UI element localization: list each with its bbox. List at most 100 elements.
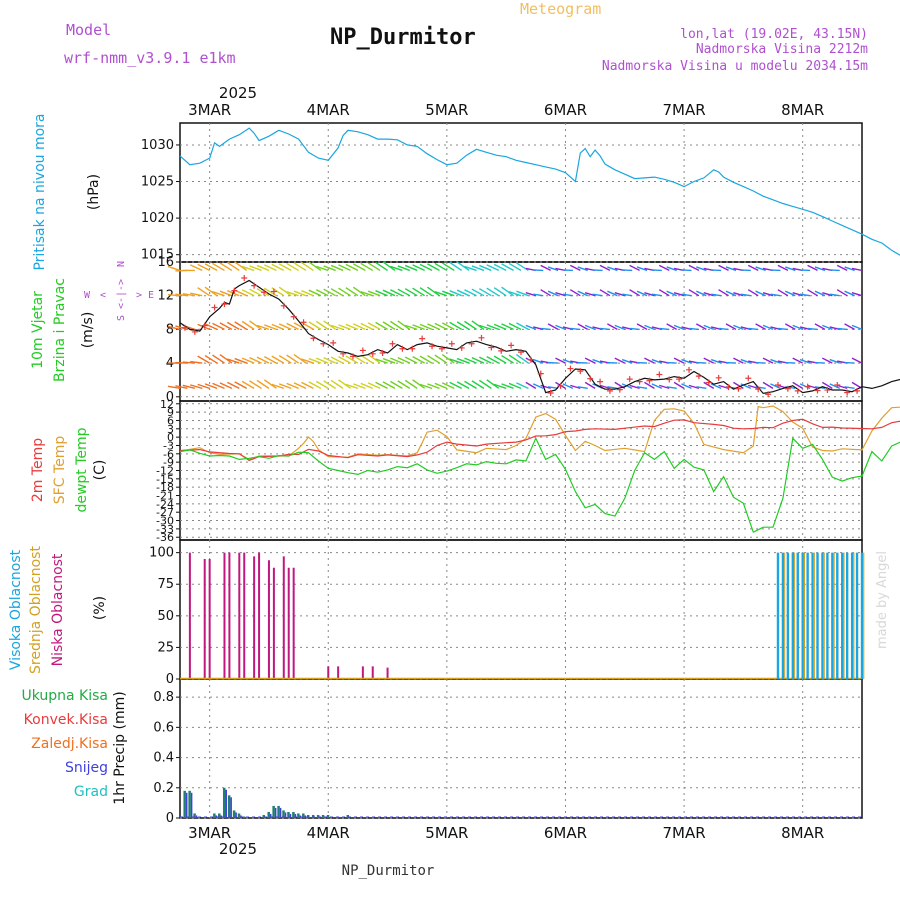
wind-cross-marker — [557, 382, 564, 389]
wind-barb — [822, 357, 833, 364]
wind-cross-marker — [844, 389, 851, 396]
snow-bar — [304, 815, 307, 818]
wind-cross-marker — [201, 322, 208, 329]
wind-barb — [360, 354, 374, 364]
temperature-tick-label: -21 — [156, 490, 174, 503]
wind-barb — [814, 266, 826, 272]
wind-barb — [375, 261, 388, 272]
wind-barb — [740, 383, 752, 390]
wind-cross-marker — [695, 373, 702, 380]
wind-barb — [681, 358, 692, 364]
snow-bar — [230, 797, 232, 818]
high-cloud-bar — [801, 552, 804, 679]
precip-bar — [232, 810, 236, 818]
wind-barb — [390, 265, 403, 272]
high-cloud-bar — [860, 552, 864, 679]
wind-barb — [725, 323, 737, 331]
temp-ylabel-2: SFC Temp — [52, 436, 68, 505]
wind-tick-label: 8 — [166, 322, 174, 337]
wind-barb — [382, 289, 396, 297]
wind-barb — [658, 289, 670, 297]
wind-cross-marker — [508, 342, 515, 349]
wind-barb — [345, 287, 359, 297]
wind-barb — [212, 262, 225, 272]
wind-barb — [540, 327, 551, 331]
top-day-label: 8MAR — [781, 101, 824, 119]
wind-barb — [345, 323, 359, 331]
wind-barb — [464, 265, 477, 272]
page-title: NP_Durmitor — [330, 25, 476, 50]
temperature-tick-label: -3 — [163, 439, 174, 452]
cloud-tick-labels: 100 75 50 25 0 — [149, 546, 174, 687]
precip-bar — [218, 813, 221, 818]
wind-tick-labels: 1612840 — [157, 255, 174, 405]
precip-tick-label: 0.4 — [153, 751, 174, 766]
wind-cross-marker — [854, 387, 861, 394]
wind-barb — [367, 290, 381, 297]
wind-cross-marker — [745, 375, 752, 382]
wind-barb — [360, 291, 373, 297]
wind-barb — [397, 380, 411, 389]
wind-barb — [548, 361, 559, 364]
wind-cross-marker — [498, 347, 505, 354]
wind-barb — [784, 323, 796, 331]
snow-bar — [185, 792, 188, 818]
wind-cross-marker — [725, 384, 732, 391]
pressure-panel: Pritisak na nivou mora (hPa) 1030 1025 102… — [32, 113, 900, 271]
wind-barb — [264, 264, 277, 272]
wind-barb — [792, 381, 804, 389]
wind-barb — [733, 357, 744, 364]
wind-barb — [658, 264, 670, 272]
wind-barb — [710, 358, 722, 364]
wind-barb — [770, 293, 781, 297]
snow-bar — [235, 812, 237, 818]
wind-barb — [182, 384, 195, 390]
precip-bar — [237, 813, 241, 818]
wind-barb — [479, 324, 492, 331]
location-lonlat: lon,lat (19.02E, 43.15N) — [680, 27, 868, 42]
wind-barb — [696, 290, 707, 297]
wind-barb — [434, 291, 448, 297]
high-cloud-bar — [806, 552, 809, 679]
wind-barb — [525, 292, 537, 297]
wind-barb — [547, 323, 559, 331]
wind-barb — [762, 381, 774, 389]
wind-barb — [189, 264, 203, 272]
wind-barb — [533, 293, 544, 297]
wind-barb — [212, 322, 225, 331]
wind-barb — [375, 358, 388, 364]
wind-tick-label: 12 — [157, 289, 174, 304]
precip-bar — [188, 790, 191, 818]
wind-cross-marker — [597, 378, 604, 385]
wind-cross-marker — [794, 387, 801, 394]
precip-bar — [183, 790, 186, 818]
wind-barb — [792, 324, 803, 331]
wind-barb — [740, 269, 751, 272]
wind-barb — [375, 321, 388, 330]
wind-barb — [456, 321, 470, 330]
wind-cross-marker — [310, 335, 317, 342]
wind-cross-marker — [676, 376, 683, 383]
high-cloud-bar — [836, 552, 839, 679]
precip-legend: Ukupna Kisa Konvek.Kisa Zaledj.Kisa Snijeg G… — [21, 688, 108, 800]
wind-barb — [375, 381, 388, 389]
cloud-unit: (%) — [92, 596, 108, 620]
wind-barb — [367, 322, 381, 331]
wind-barb — [673, 324, 685, 331]
wind-barb — [577, 266, 588, 272]
wind-barb — [456, 289, 470, 297]
wind-cross-marker — [231, 287, 238, 294]
wind-barb — [419, 323, 433, 331]
wind-cross-marker — [824, 387, 831, 394]
wind-barb — [197, 263, 210, 272]
wind-barb — [486, 379, 500, 389]
wind-barb — [471, 265, 485, 272]
wind-barb — [212, 354, 225, 364]
wind-barb — [599, 384, 611, 390]
wind-barb — [479, 356, 492, 364]
wind-barb — [592, 293, 603, 297]
wind-barb — [540, 289, 552, 297]
wind-barb — [360, 262, 374, 272]
wind-barb — [814, 361, 825, 364]
